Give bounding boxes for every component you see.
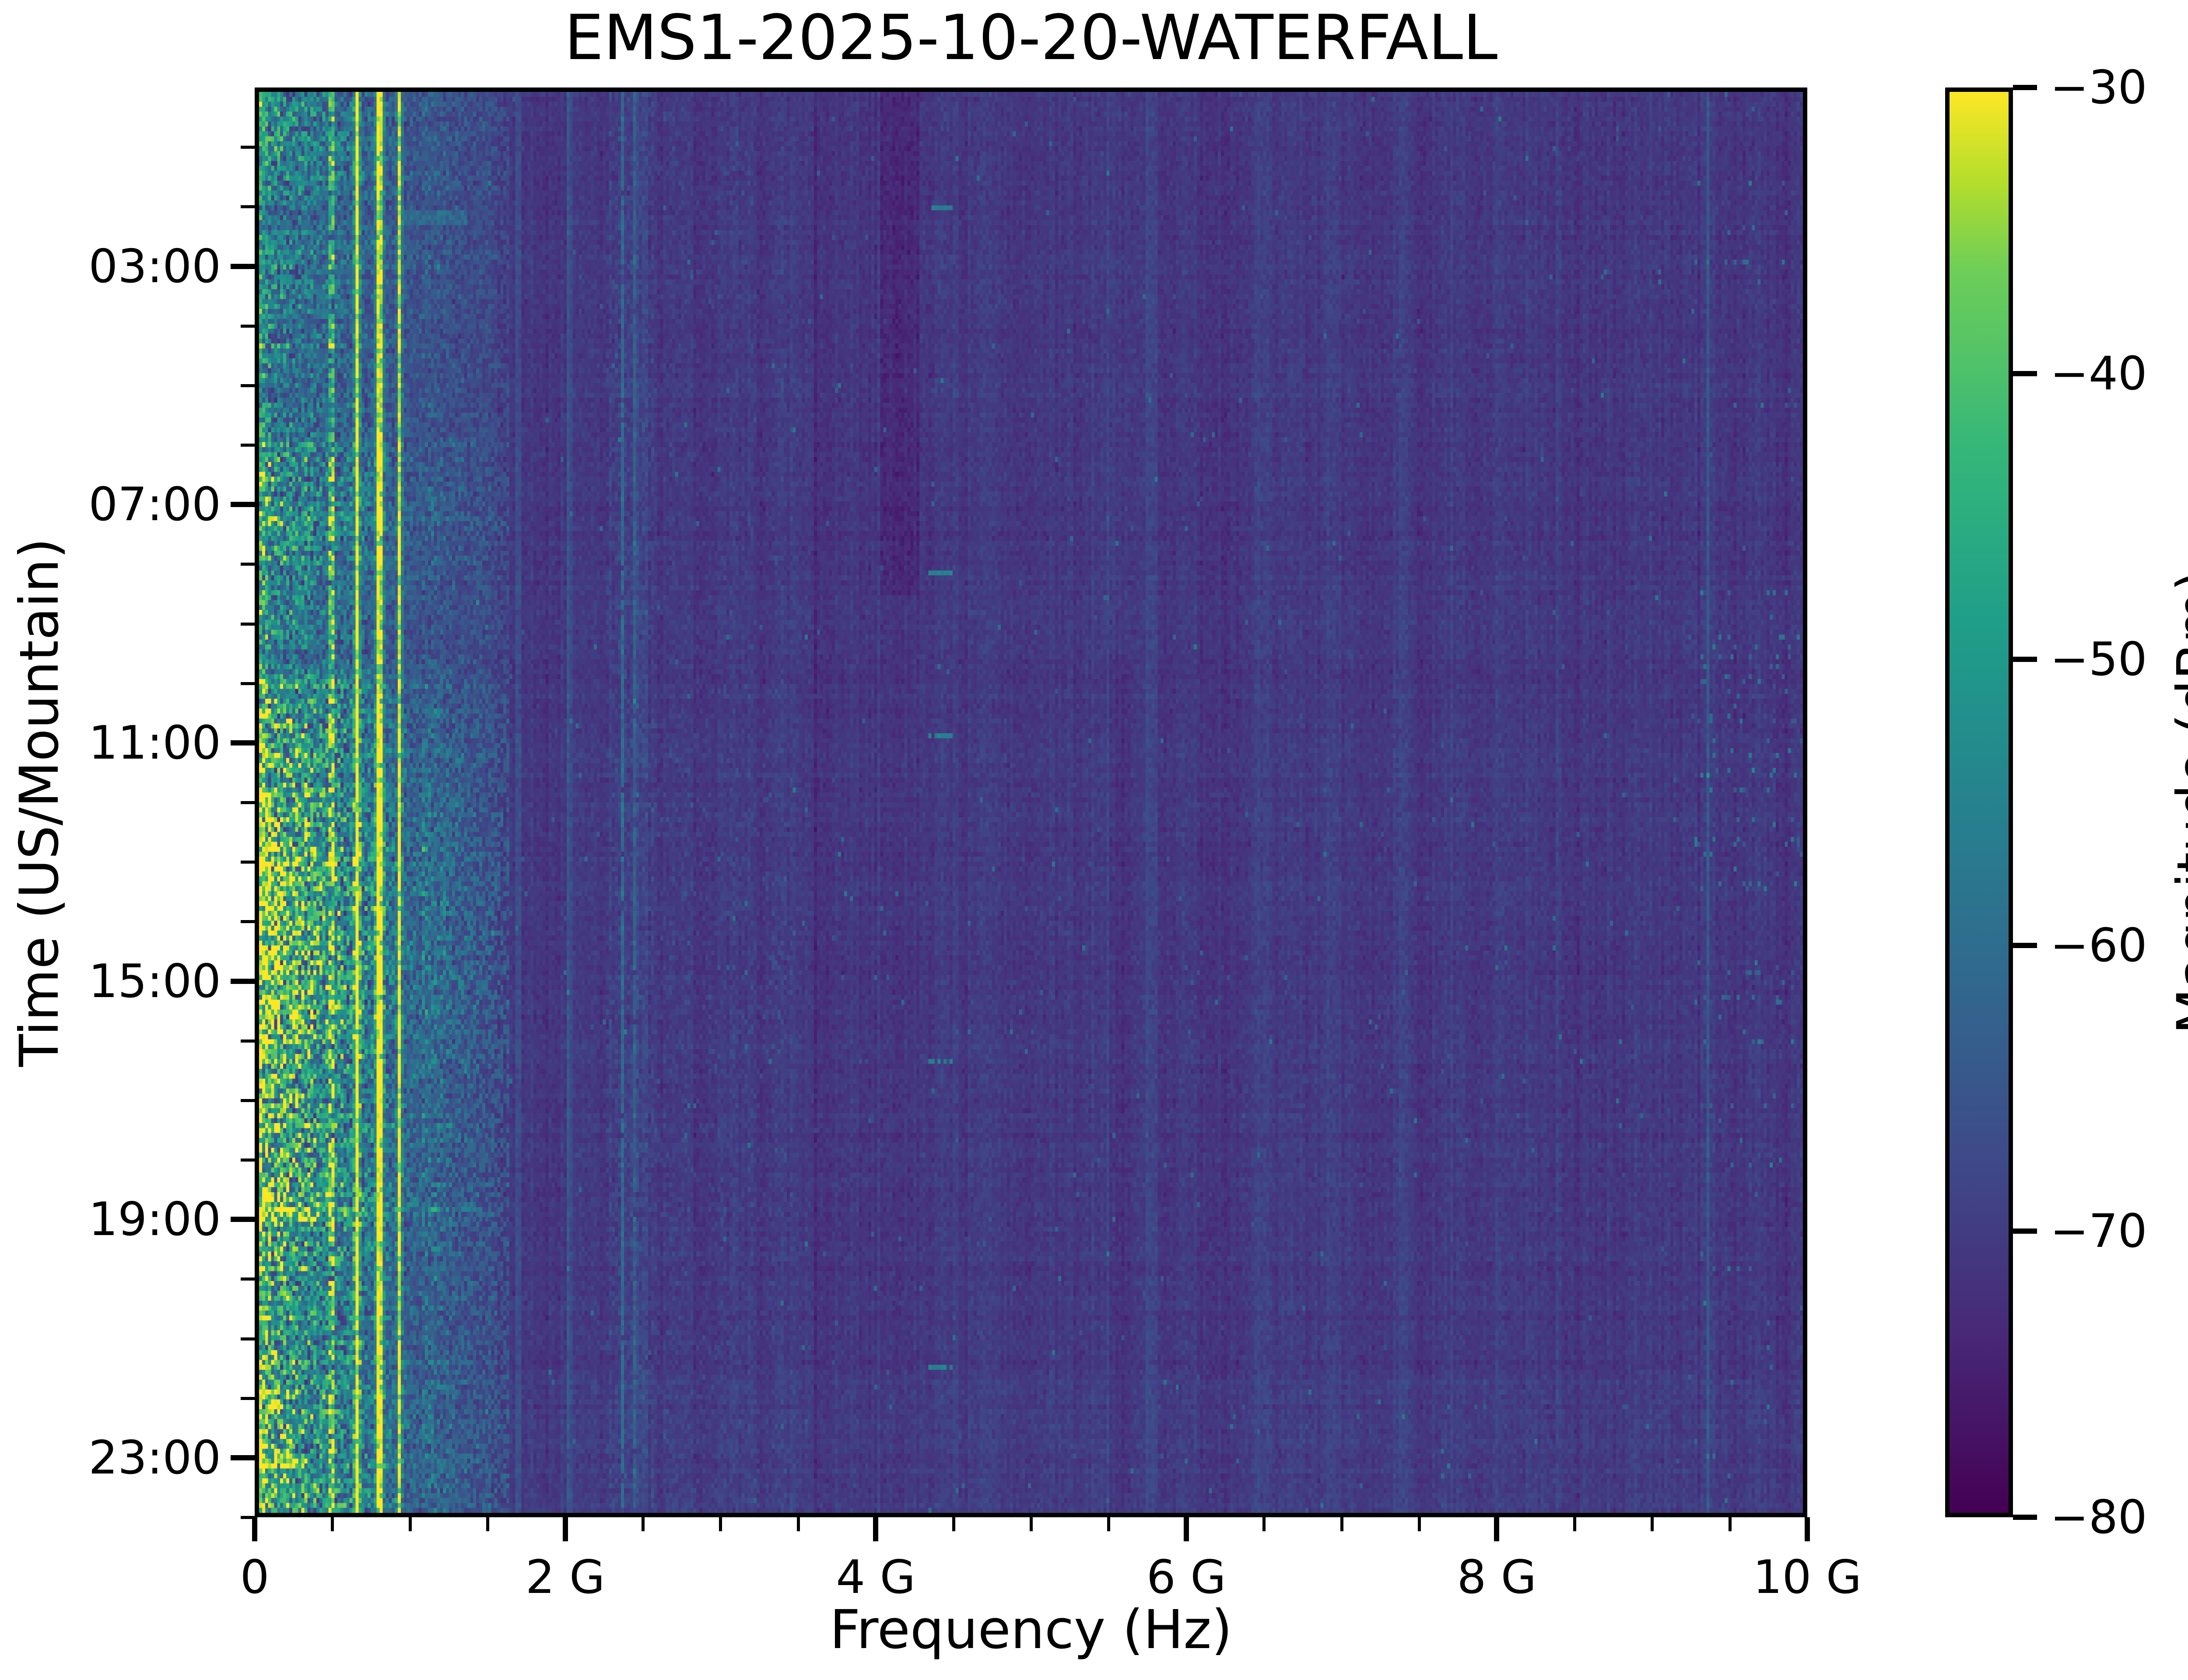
x-tick-label: 6 G [1147,1550,1226,1604]
colorbar-tick-label: −80 [2050,1491,2147,1544]
y-minor-tick [241,1039,255,1043]
x-minor-tick [331,1517,334,1531]
y-minor-tick [241,384,255,387]
x-minor-tick [1728,1517,1732,1531]
y-minor-tick [241,1278,255,1281]
x-tick-label: 10 G [1753,1550,1862,1604]
x-tick-label: 4 G [836,1550,915,1604]
waterfall-heatmap [259,92,1803,1513]
x-minor-tick [408,1517,412,1531]
x-minor-tick [642,1517,645,1531]
y-tick-label: 15:00 [88,954,221,1008]
y-minor-tick [241,324,255,328]
y-tick-label: 03:00 [88,239,221,293]
x-major-tick [562,1517,568,1541]
colorbar-tick [2013,371,2037,376]
x-axis-label: Frequency (Hz) [829,1599,1232,1661]
y-tick-label: 07:00 [88,478,221,532]
x-minor-tick [796,1517,800,1531]
y-tick-label: 11:00 [88,716,221,770]
y-tick-label: 23:00 [88,1431,221,1484]
x-minor-tick [719,1517,722,1531]
colorbar-tick [2013,1228,2037,1234]
colorbar-tick-label: −50 [2050,633,2147,686]
x-major-tick [873,1517,879,1541]
x-minor-tick [1651,1517,1654,1531]
y-minor-tick [241,444,255,447]
y-axis-label: Time (US/Mountain) [8,538,70,1067]
colorbar-tick [2013,942,2037,948]
y-minor-tick [241,861,255,864]
y-minor-tick [241,1516,255,1519]
y-minor-tick [241,682,255,685]
y-minor-tick [241,920,255,924]
x-minor-tick [952,1517,955,1531]
y-major-tick [231,1455,255,1460]
y-major-tick [231,263,255,269]
y-minor-tick [241,1396,255,1400]
waterfall-plot-area [255,88,1807,1517]
colorbar-tick [2013,1515,2037,1520]
y-minor-tick [241,1337,255,1340]
y-tick-label: 19:00 [88,1193,221,1246]
y-minor-tick [241,146,255,149]
y-minor-tick [241,622,255,626]
colorbar-tick-label: −40 [2050,346,2147,400]
x-major-tick [1183,1517,1189,1541]
y-minor-tick [241,801,255,804]
x-major-tick [1494,1517,1500,1541]
colorbar-tick [2013,657,2037,662]
colorbar-tick-label: −60 [2050,918,2147,972]
page-title: EMS1-2025-10-20-WATERFALL [564,2,1498,74]
colorbar-tick [2013,85,2037,90]
x-minor-tick [1573,1517,1576,1531]
x-major-tick [1805,1517,1810,1541]
x-minor-tick [1262,1517,1266,1531]
y-major-tick [231,1217,255,1222]
colorbar-tick-label: −30 [2050,61,2147,114]
y-major-tick [231,502,255,508]
y-minor-tick [241,1158,255,1162]
colorbar-label: Magnitude (dBm) [2166,570,2188,1035]
y-minor-tick [241,563,255,566]
y-major-tick [231,740,255,746]
x-tick-label: 0 [240,1550,270,1604]
x-minor-tick [1418,1517,1421,1531]
x-tick-label: 8 G [1457,1550,1537,1604]
y-minor-tick [241,1099,255,1102]
x-major-tick [252,1517,257,1541]
colorbar-tick-label: −70 [2050,1204,2147,1258]
x-minor-tick [1340,1517,1343,1531]
colorbar [1945,88,2013,1517]
x-minor-tick [1107,1517,1111,1531]
y-major-tick [231,978,255,984]
x-minor-tick [486,1517,490,1531]
y-minor-tick [241,205,255,209]
x-minor-tick [1030,1517,1033,1531]
x-tick-label: 2 G [525,1550,605,1604]
